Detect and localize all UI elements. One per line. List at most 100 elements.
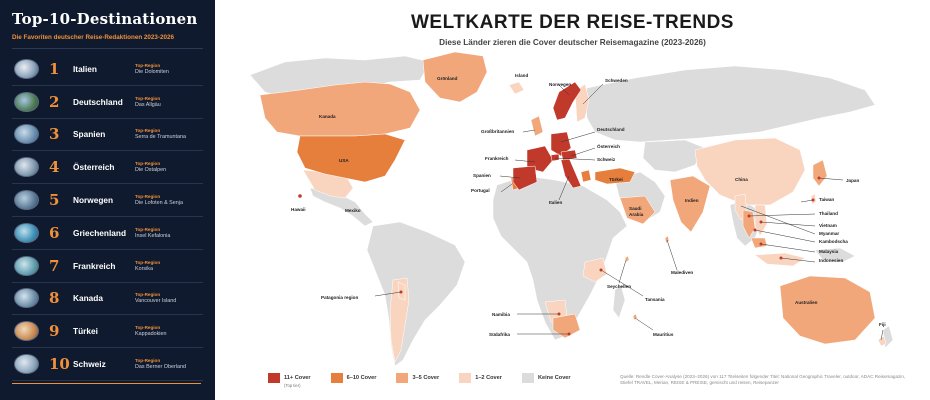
label-kambodscha: Kambodscha: [819, 239, 848, 244]
label-frankreich: Frankreich: [485, 156, 509, 161]
leader-uk: [522, 129, 536, 133]
leader-mauritius: [634, 317, 654, 331]
label-fiji: Fiji: [879, 322, 886, 327]
region-name: Die Ostalpen: [135, 167, 167, 174]
destination-name: Norwegen: [73, 195, 114, 206]
region-block: Top-Region Die Ostalpen: [135, 161, 166, 173]
sidebar: Top-10-Destinationen Die Favoriten deuts…: [0, 0, 215, 400]
region-name: Vancouver Island: [135, 298, 177, 305]
country-fiji: [877, 335, 887, 347]
list-item[interactable]: 3 Spanien Top-Region Serra de Tramuntana: [12, 119, 203, 152]
label-italien: Italien: [549, 200, 562, 205]
region-name: Die Dolomiten: [135, 68, 169, 75]
country-france: [526, 145, 554, 173]
destination-name: Spanien: [73, 129, 106, 140]
marker-hawaii: [298, 194, 302, 198]
region-block: Top-Region Serra de Tramuntana: [135, 128, 186, 140]
marker-indonesia: [779, 256, 783, 260]
legend-label: 11+ Cover (Top tier): [284, 373, 311, 388]
destination-name: Kanada: [73, 293, 103, 304]
country-spain: [512, 165, 538, 191]
label-japan: Japan: [846, 178, 859, 183]
region-tag: Top-Region: [135, 226, 161, 232]
divider: [12, 383, 201, 384]
country-south-africa: [552, 313, 581, 339]
world-map: Grönland Island Norwegen Schweden Kanada…: [249, 51, 894, 367]
label-malaysia: Malaysia: [819, 249, 839, 254]
country-india: [669, 175, 711, 233]
rank-number: 9: [49, 322, 60, 341]
list-item[interactable]: 10 Schweiz Top-Region Das Berner Oberlan…: [12, 348, 203, 381]
destination-name: Italien: [73, 63, 97, 74]
list-item[interactable]: 2 Deutschland Top-Region Das Allgäu: [12, 86, 203, 119]
region-tag: Top-Region: [135, 358, 161, 364]
label-seychellen: Seychellen: [607, 284, 631, 289]
region-block: Top-Region Die Lofoten & Senja: [135, 194, 183, 206]
list-item[interactable]: 8 Kanada Top-Region Vancouver Island: [12, 283, 203, 316]
legend-item: 11+ Cover (Top tier): [268, 373, 311, 388]
label-indien: Indien: [685, 198, 699, 203]
destination-photo: [14, 321, 39, 342]
label-myanmar: Myanmar: [819, 231, 839, 236]
country-australia: [779, 275, 876, 345]
leader-seychelles: [618, 259, 627, 284]
leader-myanmar: [740, 205, 816, 235]
region-name: Die Lofoten & Senja: [135, 200, 183, 207]
destination-photo: [14, 58, 39, 79]
legend-swatch: [330, 373, 343, 383]
leader-maledives: [666, 239, 678, 271]
legend-text: 6–10 Cover: [346, 375, 377, 381]
legend-item: 3–5 Cover: [396, 373, 439, 383]
region-block: Top-Region Vancouver Island: [135, 292, 176, 304]
leader-tansania: [600, 269, 644, 297]
label-tuerkei: Türkei: [609, 177, 623, 182]
region-tag: Top-Region: [135, 128, 161, 134]
marker-taiwan: [811, 198, 815, 202]
list-item[interactable]: 5 Norwegen Top-Region Die Lofoten & Senj…: [12, 184, 203, 217]
region-block: Top-Region Das Allgäu: [135, 96, 161, 108]
country-norway: [552, 81, 582, 121]
label-vietnam: Vietnam: [819, 223, 837, 228]
label-spanien: Spanien: [473, 173, 491, 178]
leader-malaysia: [760, 243, 816, 253]
region-tag: Top-Region: [135, 325, 161, 331]
map-legend: 11+ Cover (Top tier) 6–10 Cover 3–5 Cove…: [268, 373, 591, 388]
rank-number: 2: [49, 92, 60, 111]
list-item[interactable]: 4 Österreich Top-Region Die Ostalpen: [12, 151, 203, 185]
label-china: China: [735, 177, 748, 182]
list-item[interactable]: 6 Griechenland Top-Region Insel Kefaloni…: [12, 217, 203, 250]
destination-photo: [14, 124, 39, 145]
label-hawaii: Hawaii: [291, 207, 306, 212]
country-tanzania: [582, 257, 608, 283]
label-schweden: Schweden: [605, 78, 628, 83]
country-greenland: [422, 51, 488, 103]
legend-swatch: [268, 373, 280, 383]
leader-sweden: [582, 83, 604, 105]
destination-photo: [14, 288, 39, 309]
page-subtitle: Diese Länder zieren die Cover deutscher …: [439, 38, 706, 47]
leader-taiwan: [800, 199, 814, 203]
marker-thailand: [747, 214, 751, 218]
label-patagonia: Patagonia region: [321, 295, 358, 300]
destination-list: 1 Italien Top-Region Die Dolomiten 2 Deu…: [12, 53, 203, 381]
country-switzerland: [550, 153, 560, 162]
label-tansania: Tansania: [645, 297, 665, 302]
rank-number: 8: [49, 289, 60, 308]
label-grossbritannien: Großbritannien: [481, 129, 514, 134]
legend-text: 11+ Cover: [284, 375, 311, 381]
page-title: WELTKARTE DER REISE-TRENDS: [411, 12, 734, 33]
destination-name: Türkei: [73, 326, 98, 337]
list-item[interactable]: 1 Italien Top-Region Die Dolomiten: [12, 53, 203, 86]
land-russia: [584, 65, 876, 143]
leader-indonesia: [780, 257, 816, 263]
destination-photo: [14, 354, 39, 375]
label-usa: USA: [339, 158, 349, 163]
list-item[interactable]: 9 Türkei Top-Region Kappadokien: [12, 315, 203, 349]
label-groenland: Grönland: [437, 76, 458, 81]
country-maledives: [664, 235, 670, 244]
land-madagascar: [612, 284, 626, 319]
rank-number: 5: [49, 191, 60, 210]
source-note: Quelle: Rendle Cover-Analyse (2023–2026)…: [620, 374, 906, 385]
marker-suedafrika: [567, 332, 571, 336]
list-item[interactable]: 7 Frankreich Top-Region Korsika: [12, 250, 203, 283]
